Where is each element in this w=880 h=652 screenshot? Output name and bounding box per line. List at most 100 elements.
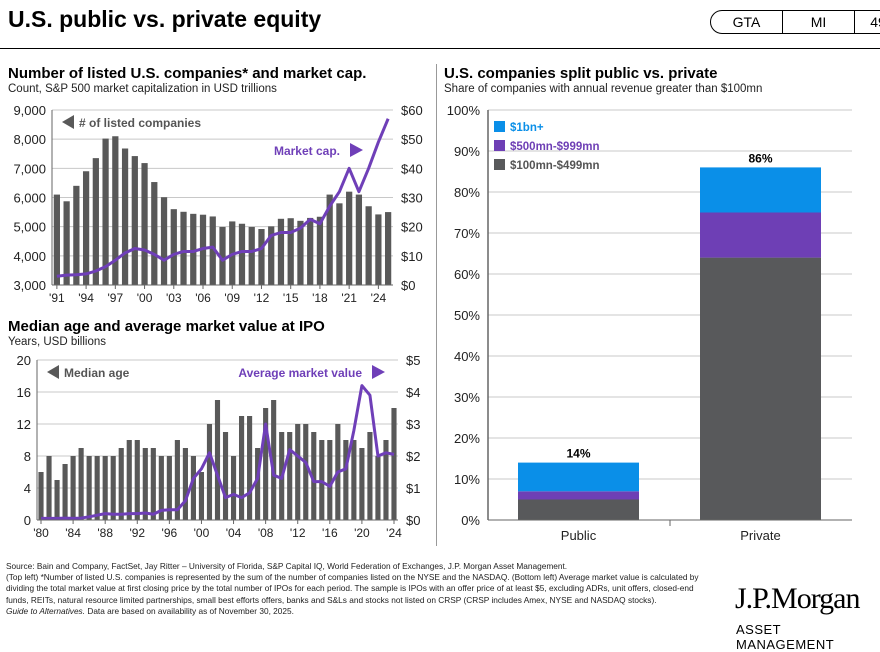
bar-1992 xyxy=(134,440,140,520)
source-note: Source: Bain and Company, FactSet, Jay R… xyxy=(6,561,568,571)
header-divider xyxy=(0,48,880,49)
bar-1986 xyxy=(86,456,92,520)
legend-item: $500mn-$999mn xyxy=(510,141,600,153)
legend-swatch xyxy=(494,140,505,151)
line-average-market-value xyxy=(41,384,395,520)
x-tick-label: '08 xyxy=(258,526,274,540)
bar-private-1 xyxy=(700,212,821,258)
public-private-split-chart: 0% 10% 20% 30% 40% 50% 60% 70% 80% 90% 100% 14% Publ… xyxy=(447,103,852,543)
y-right-tick: $0 xyxy=(401,278,415,293)
badge-mi: MI xyxy=(783,11,855,33)
bar-2021 xyxy=(346,191,353,285)
x-tick-label: '06 xyxy=(195,291,211,305)
bar-2011 xyxy=(287,432,293,520)
bar-private-2 xyxy=(700,167,821,213)
right-arrow-icon xyxy=(372,365,385,379)
x-tick-label: '96 xyxy=(162,526,178,540)
bar-1998 xyxy=(121,148,129,285)
y-tick: 20% xyxy=(454,431,480,446)
jpmorgan-logo: J.P.Morgan xyxy=(735,582,860,615)
y-tick: 90% xyxy=(454,144,480,159)
bar-2012 xyxy=(295,424,301,520)
legend-average-market-value: Average market value xyxy=(238,366,362,380)
column-divider xyxy=(436,64,437,546)
y-right-tick: $30 xyxy=(401,191,423,206)
chart1-subtitle: Count, S&P 500 market capitalization in … xyxy=(8,83,277,95)
total-label-private: 86% xyxy=(748,151,772,165)
bar-2003 xyxy=(170,209,177,285)
bar-2015 xyxy=(319,440,325,520)
bar-2004 xyxy=(180,211,187,285)
y-right-tick: $40 xyxy=(401,161,423,176)
y-left-tick: 9,000 xyxy=(13,103,46,118)
bar-1993 xyxy=(73,185,80,285)
legend-item: $1bn+ xyxy=(510,122,544,134)
bar-2020 xyxy=(359,448,365,520)
bar-2024 xyxy=(375,214,382,285)
y-left-tick: 6,000 xyxy=(13,191,46,206)
bar-1996 xyxy=(166,456,172,520)
availability-text: Data are based on availability as of Nov… xyxy=(85,605,294,616)
x-tick-label: '12 xyxy=(254,291,270,305)
ipo-age-value-chart: 0 4 8 12 16 20 $0 $1 $2 $3 $4 $5 '80 '84 '88 '92 '96 '00 '… xyxy=(17,353,421,540)
x-tick-label: '12 xyxy=(290,526,306,540)
x-tick-label: '84 xyxy=(65,526,81,540)
bar-public-0 xyxy=(518,499,639,520)
bar-2020 xyxy=(336,203,343,285)
guide-title: Guide to Alternatives. xyxy=(6,605,86,616)
bar-1995 xyxy=(158,456,164,520)
x-tick-label: '97 xyxy=(108,291,124,305)
bar-1992 xyxy=(63,201,70,285)
x-tick-label: '94 xyxy=(78,291,94,305)
bar-2014 xyxy=(277,218,285,285)
legend-swatch xyxy=(494,121,505,132)
x-tick-label: '24 xyxy=(386,526,402,540)
chart2-title: Median age and average market value at I… xyxy=(8,318,325,335)
y-right-tick: $4 xyxy=(406,385,420,400)
bar-1993 xyxy=(142,448,148,520)
legend-swatch xyxy=(494,159,505,170)
x-tick-label: '04 xyxy=(226,526,242,540)
bar-2018 xyxy=(343,440,349,520)
bar-2023 xyxy=(365,206,372,285)
y-left-tick: 3,000 xyxy=(13,278,46,293)
chart3-title: U.S. companies split public vs. private xyxy=(444,65,718,82)
bar-2013 xyxy=(268,226,275,285)
bar-1987 xyxy=(94,456,100,520)
y-right-tick: $50 xyxy=(401,132,423,147)
bar-1998 xyxy=(182,448,188,520)
legend--of-listed-companies: # of listed companies xyxy=(79,116,201,130)
bar-2016 xyxy=(297,220,304,285)
y-right-tick: $0 xyxy=(406,513,420,528)
bar-2006 xyxy=(247,416,253,520)
y-left-tick: 0 xyxy=(24,513,31,528)
right-arrow-icon xyxy=(350,143,363,157)
bar-2010 xyxy=(238,223,246,285)
bar-2007 xyxy=(209,216,216,285)
badge-page: 49 xyxy=(870,14,880,30)
chart2-subtitle: Years, USD billions xyxy=(8,336,107,348)
x-tick-label: '00 xyxy=(137,291,153,305)
bar-1981 xyxy=(46,456,52,520)
bar-1984 xyxy=(70,456,76,520)
legend-median-age: Median age xyxy=(64,366,130,380)
x-tick-label: '16 xyxy=(322,526,338,540)
legend-market-cap-: Market cap. xyxy=(274,144,340,158)
chart1-title: Number of listed U.S. companies* and mar… xyxy=(8,65,367,82)
y-left-tick: 4,000 xyxy=(13,249,46,264)
bar-2024 xyxy=(391,408,397,520)
x-tick-label: '09 xyxy=(224,291,240,305)
bar-2005 xyxy=(238,416,245,520)
y-left-tick: 8 xyxy=(24,449,31,464)
bar-1997 xyxy=(112,136,119,285)
bar-2012 xyxy=(258,229,265,285)
bar-1994 xyxy=(150,448,156,520)
bar-1983 xyxy=(62,464,68,520)
y-tick: 30% xyxy=(454,390,480,405)
y-right-tick: $5 xyxy=(406,353,420,368)
x-tick-label: '20 xyxy=(354,526,370,540)
y-tick: 10% xyxy=(454,472,480,487)
y-right-tick: $3 xyxy=(406,417,420,432)
x-tick-label: '21 xyxy=(341,291,357,305)
listed-companies-chart: 3,000 4,000 5,000 6,000 7,000 8,000 9,000 $0 $10… xyxy=(13,103,423,305)
